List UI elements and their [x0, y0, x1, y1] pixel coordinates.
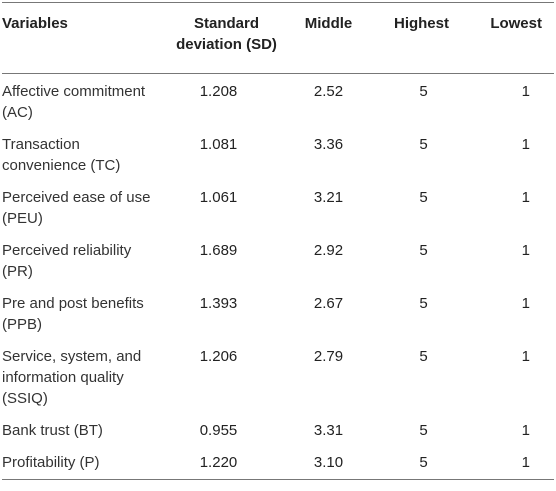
cell-highest: 5 — [419, 295, 428, 312]
header-middle: Middle — [285, 2, 372, 74]
cell-middle: 2.92 — [313, 242, 344, 259]
cell-highest: 5 — [372, 445, 471, 480]
cell-variable: Pre and post benefits (PPB) — [2, 295, 144, 333]
cell-middle: 3.31 — [313, 422, 344, 439]
table-row: Profitability (P) 1.220 3.10 5 1 — [2, 445, 554, 480]
cell-sd: 1.689 — [199, 242, 238, 259]
header-standard-deviation: Standard deviation (SD) — [168, 2, 285, 74]
cell-lowest: 1 — [521, 295, 530, 312]
cell-lowest: 1 — [471, 445, 554, 480]
header-row: Variables Standard deviation (SD) Middle… — [2, 2, 554, 74]
header-lowest: Lowest — [471, 2, 554, 74]
cell-middle: 3.10 — [285, 445, 372, 480]
cell-sd: 1.206 — [199, 348, 238, 365]
cell-variable: Perceived ease of use (PEU) — [2, 189, 151, 227]
cell-highest: 5 — [419, 348, 428, 365]
cell-highest: 5 — [419, 136, 428, 153]
cell-lowest: 1 — [521, 136, 530, 153]
cell-variable: Transaction convenience (TC) — [2, 136, 121, 174]
cell-variable: Perceived reliability (PR) — [2, 242, 132, 280]
table-row: Affective commitment (AC) 1.208 2.52 5 1 — [2, 74, 554, 128]
cell-sd: 0.955 — [199, 422, 238, 439]
table-header: Variables Standard deviation (SD) Middle… — [2, 2, 554, 74]
cell-highest: 5 — [419, 83, 428, 100]
cell-sd: 1.208 — [199, 83, 238, 100]
cell-middle: 3.21 — [313, 189, 344, 206]
cell-middle: 3.36 — [313, 136, 344, 153]
cell-lowest: 1 — [521, 83, 530, 100]
cell-highest: 5 — [419, 242, 428, 259]
descriptive-statistics-table: Variables Standard deviation (SD) Middle… — [2, 2, 554, 480]
cell-variable: Service, system, and information quality… — [2, 348, 142, 407]
cell-highest: 5 — [419, 422, 428, 439]
cell-sd: 1.061 — [199, 189, 238, 206]
cell-sd: 1.220 — [168, 445, 285, 480]
table-row: Transaction convenience (TC) 1.081 3.36 … — [2, 127, 554, 180]
cell-lowest: 1 — [521, 422, 530, 439]
header-highest: Highest — [372, 2, 471, 74]
cell-lowest: 1 — [521, 348, 530, 365]
cell-highest: 5 — [419, 189, 428, 206]
table-row: Service, system, and information quality… — [2, 339, 554, 413]
cell-middle: 2.67 — [313, 295, 344, 312]
cell-lowest: 1 — [521, 189, 530, 206]
table-row: Pre and post benefits (PPB) 1.393 2.67 5… — [2, 286, 554, 339]
table-row: Perceived reliability (PR) 1.689 2.92 5 … — [2, 233, 554, 286]
cell-sd: 1.081 — [199, 136, 238, 153]
cell-variable: Profitability (P) — [2, 445, 168, 480]
cell-sd: 1.393 — [199, 295, 238, 312]
cell-variable: Affective commitment (AC) — [2, 83, 146, 121]
table-row: Bank trust (BT) 0.955 3.31 5 1 — [2, 413, 554, 445]
table-row: Perceived ease of use (PEU) 1.061 3.21 5… — [2, 180, 554, 233]
table-body: Affective commitment (AC) 1.208 2.52 5 1… — [2, 74, 554, 480]
cell-middle: 2.79 — [313, 348, 344, 365]
cell-middle: 2.52 — [313, 83, 344, 100]
cell-variable: Bank trust (BT) — [2, 422, 103, 439]
header-variables: Variables — [2, 2, 168, 74]
cell-lowest: 1 — [521, 242, 530, 259]
